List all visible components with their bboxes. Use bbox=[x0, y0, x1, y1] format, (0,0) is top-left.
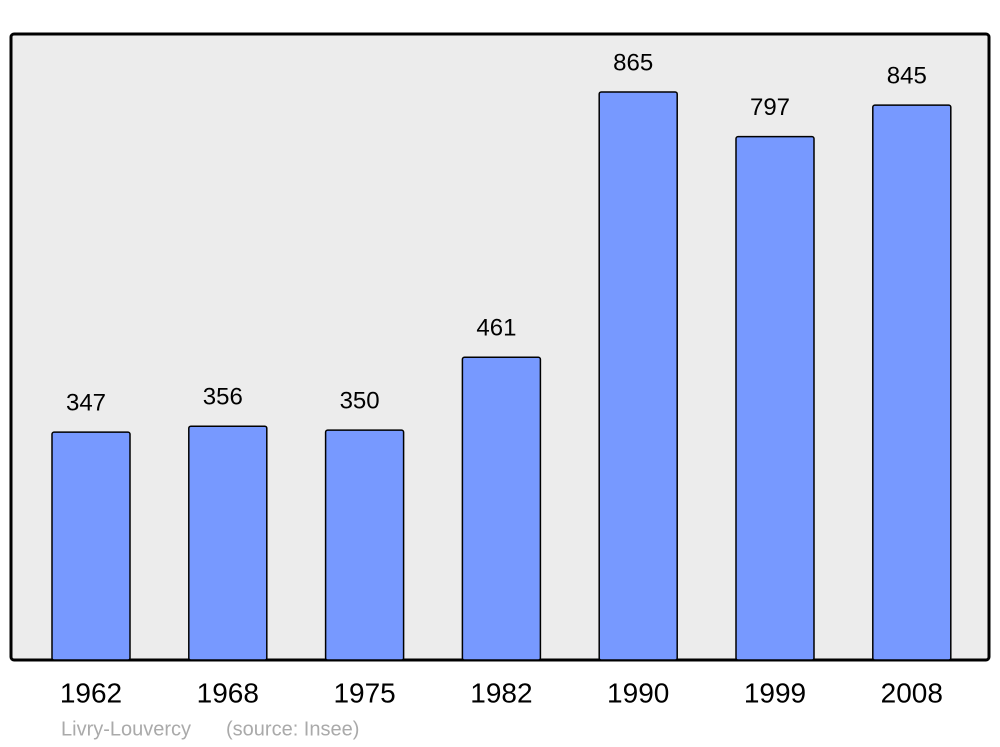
source-note: (source: Insee) bbox=[226, 718, 359, 740]
value-label: 797 bbox=[750, 94, 790, 121]
x-tick-label: 1982 bbox=[470, 677, 532, 708]
x-tick-label: 1975 bbox=[333, 677, 395, 708]
bar bbox=[461, 356, 542, 661]
x-tick-label: 2008 bbox=[881, 677, 943, 708]
x-tick-label: 1990 bbox=[607, 677, 669, 708]
bar bbox=[735, 135, 815, 661]
bar bbox=[598, 91, 678, 661]
bar bbox=[188, 425, 268, 661]
value-label: 461 bbox=[476, 315, 516, 342]
value-label: 356 bbox=[203, 384, 243, 411]
x-tick-label: 1968 bbox=[197, 677, 259, 708]
x-tick-label: 1999 bbox=[744, 677, 806, 708]
value-label: 865 bbox=[613, 49, 653, 76]
value-label: 350 bbox=[340, 388, 380, 415]
bar bbox=[324, 429, 405, 661]
bar bbox=[872, 104, 952, 661]
x-tick-label: 1962 bbox=[60, 677, 122, 708]
chart-title: Livry-Louvercy bbox=[61, 718, 191, 740]
value-label: 347 bbox=[66, 389, 106, 416]
value-label: 845 bbox=[887, 62, 927, 89]
bar bbox=[51, 431, 131, 661]
